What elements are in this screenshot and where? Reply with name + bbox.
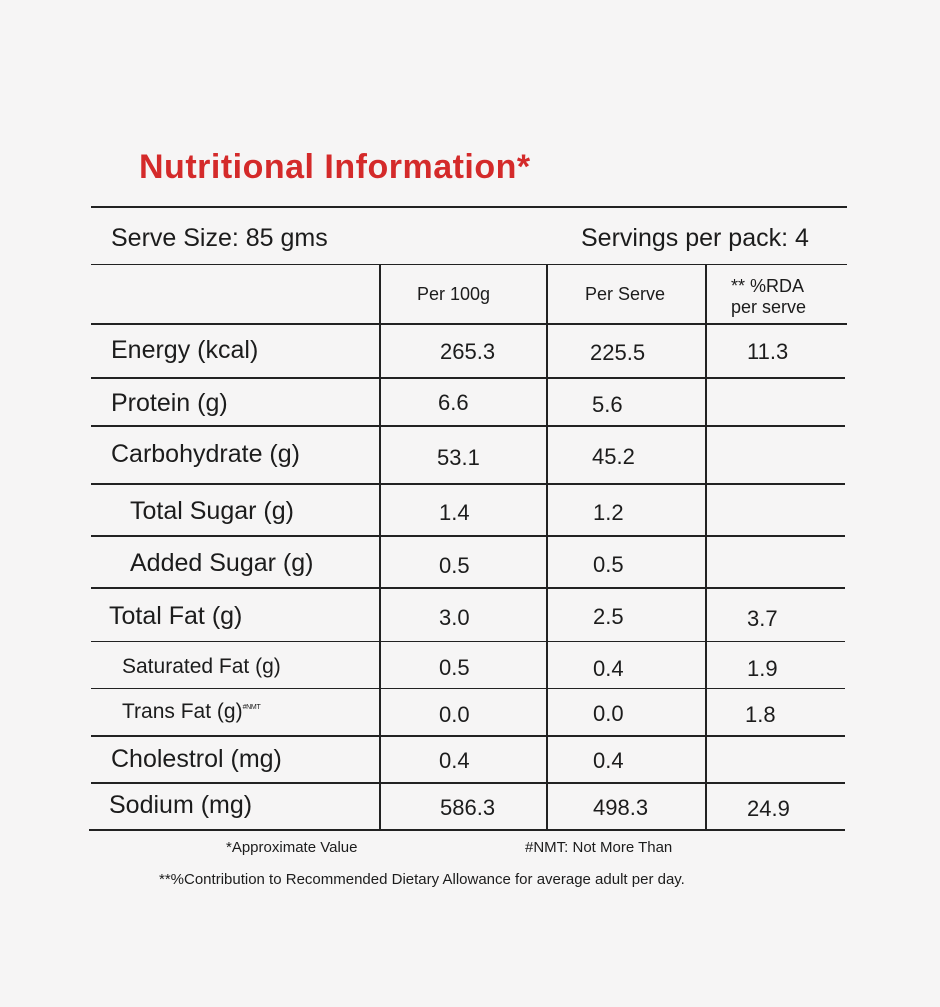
footnote-nmt: #NMT: Not More Than xyxy=(525,839,673,856)
table-cell-per100g: 1.4 xyxy=(439,500,470,525)
table-cell-per100g: 0.0 xyxy=(439,702,470,727)
column-divider-2 xyxy=(546,264,548,831)
table-row-label: Saturated Fat (g) xyxy=(122,655,281,678)
table-row-label: Cholestrol (mg) xyxy=(111,745,282,773)
row-divider xyxy=(91,425,845,427)
row-divider xyxy=(91,641,845,642)
table-cell-per-serve: 45.2 xyxy=(592,444,635,469)
table-cell-per-serve: 225.5 xyxy=(590,340,646,365)
table-cell-per100g: 0.4 xyxy=(439,748,470,773)
nmt-marker: #NMT xyxy=(242,704,261,711)
table-cell-per-serve: 0.5 xyxy=(593,552,624,577)
row-divider xyxy=(91,535,845,537)
table-row-label: Added Sugar (g) xyxy=(130,549,314,577)
table-cell-per-serve: 1.2 xyxy=(593,500,624,525)
table-cell-per100g: 0.5 xyxy=(439,553,470,578)
column-divider-1 xyxy=(379,264,381,831)
table-cell-per-serve: 498.3 xyxy=(593,795,649,820)
column-divider-3 xyxy=(705,264,707,831)
table-cell-per-serve: 2.5 xyxy=(593,604,624,629)
column-header-per-serve: Per Serve xyxy=(585,284,666,304)
table-cell-rda: 3.7 xyxy=(747,606,778,631)
table-cell-rda: 24.9 xyxy=(747,796,790,821)
table-cell-per100g: 0.5 xyxy=(439,655,470,680)
table-cell-per100g: 265.3 xyxy=(440,339,496,364)
table-row-label: Energy (kcal) xyxy=(111,336,259,364)
column-header-rda: ** %RDA xyxy=(731,276,805,296)
table-row-label: Total Fat (g) xyxy=(109,602,243,630)
column-header-rda-sub: per serve xyxy=(731,297,807,317)
column-header-per100g: Per 100g xyxy=(417,284,491,304)
page-title: Nutritional Information* xyxy=(139,148,531,186)
row-divider xyxy=(91,735,845,737)
table-cell-per100g: 53.1 xyxy=(437,445,480,470)
row-divider xyxy=(91,377,845,379)
row-divider xyxy=(91,688,845,689)
footnote-rda: **%Contribution to Recommended Dietary A… xyxy=(159,871,685,888)
table-bottom-border xyxy=(89,829,845,831)
row-divider xyxy=(91,782,845,784)
table-cell-per100g: 586.3 xyxy=(440,795,496,820)
table-row-label: Trans Fat (g)#NMT xyxy=(122,700,261,724)
table-cell-per100g: 3.0 xyxy=(439,605,470,630)
table-row-label: Total Sugar (g) xyxy=(130,497,294,525)
row-divider xyxy=(91,483,845,485)
table-cell-per-serve: 5.6 xyxy=(592,392,623,417)
servings-per-pack: Servings per pack: 4 xyxy=(581,224,809,252)
table-cell-rda: 1.8 xyxy=(745,702,776,727)
table-top-border xyxy=(91,206,847,208)
header-divider xyxy=(91,264,847,265)
table-cell-per100g: 6.6 xyxy=(438,390,469,415)
table-row-label: Sodium (mg) xyxy=(109,791,253,819)
row-divider xyxy=(91,323,847,325)
serve-size: Serve Size: 85 gms xyxy=(111,224,328,252)
footnote-approximate: *Approximate Value xyxy=(226,839,358,856)
table-cell-rda: 1.9 xyxy=(747,656,778,681)
table-row-label: Carbohydrate (g) xyxy=(111,440,300,468)
trans-fat-label: Trans Fat (g) xyxy=(122,700,243,723)
table-cell-per-serve: 0.0 xyxy=(593,701,624,726)
table-cell-per-serve: 0.4 xyxy=(593,748,624,773)
table-cell-rda: 11.3 xyxy=(747,339,789,364)
table-row-label: Protein (g) xyxy=(111,389,228,417)
row-divider xyxy=(91,587,845,589)
table-cell-per-serve: 0.4 xyxy=(593,656,624,681)
